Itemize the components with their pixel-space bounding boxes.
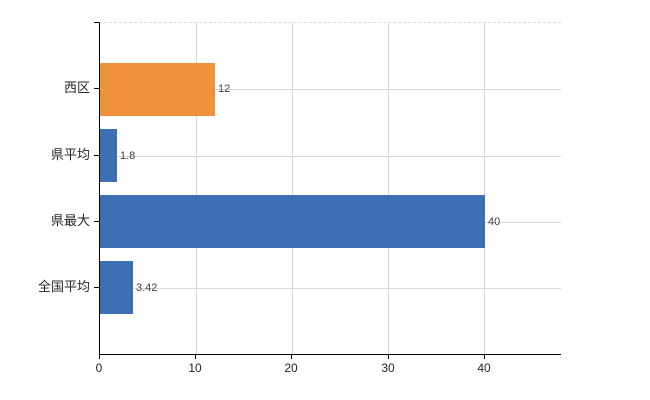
y-tick-mark bbox=[94, 287, 99, 288]
category-label: 全国平均 bbox=[37, 279, 90, 294]
x-tick-label: 20 bbox=[284, 361, 298, 375]
x-gridline bbox=[291, 23, 293, 354]
bar bbox=[100, 261, 133, 314]
category-label: 県最大 bbox=[50, 213, 90, 228]
y-tick-mark bbox=[94, 155, 99, 156]
bar bbox=[100, 195, 485, 248]
x-tick-label: 30 bbox=[381, 361, 395, 375]
x-tick-mark bbox=[484, 354, 485, 359]
bar bbox=[100, 63, 215, 116]
x-tick-mark bbox=[388, 354, 389, 359]
value-label: 3.42 bbox=[136, 282, 158, 294]
x-tick-mark bbox=[291, 354, 292, 359]
plot-area: 12 1.8 40 3.42 bbox=[99, 22, 561, 355]
y-tick-mark bbox=[94, 221, 99, 222]
x-tick-label: 10 bbox=[188, 361, 202, 375]
category-label: 県平均 bbox=[50, 147, 90, 162]
x-tick-mark bbox=[195, 354, 196, 359]
y-gridline bbox=[100, 156, 561, 157]
y-gridline bbox=[100, 89, 561, 90]
y-tick-mark bbox=[94, 88, 99, 89]
y-gridline bbox=[100, 288, 561, 289]
x-tick-mark bbox=[99, 354, 100, 359]
x-gridline bbox=[484, 23, 486, 354]
y-tick-mark bbox=[94, 22, 99, 23]
x-gridline bbox=[195, 23, 197, 354]
value-label: 40 bbox=[488, 216, 501, 228]
bar bbox=[100, 129, 117, 182]
x-tick-label: 40 bbox=[477, 361, 491, 375]
x-gridline bbox=[388, 23, 390, 354]
category-label: 西区 bbox=[63, 80, 90, 95]
value-label: 12 bbox=[218, 83, 231, 95]
value-label: 1.8 bbox=[120, 150, 136, 162]
x-tick-label: 0 bbox=[95, 361, 103, 375]
